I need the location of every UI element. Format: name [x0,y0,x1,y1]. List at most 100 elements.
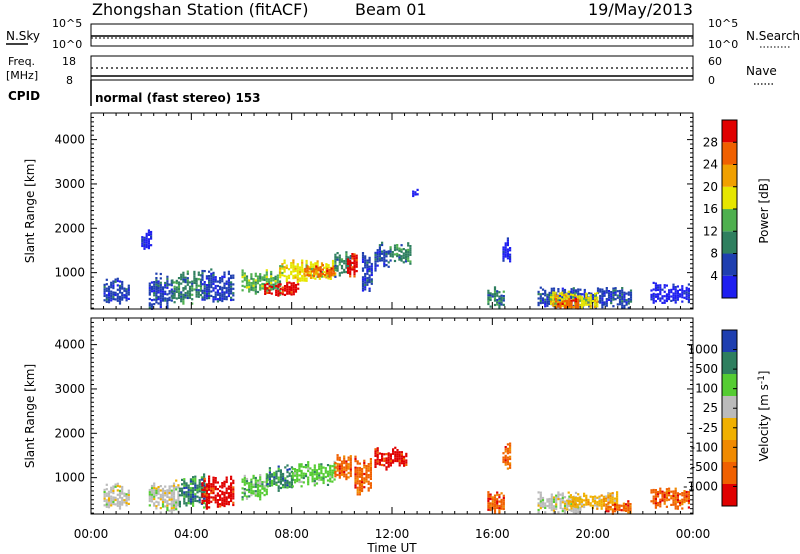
heatmap-cell [157,503,160,506]
heatmap-cell [347,465,350,468]
heatmap-cell [281,271,284,275]
heatmap-cell [225,502,228,506]
heatmap-cell [676,507,679,510]
heatmap-cell [338,256,341,259]
heatmap-cell [676,292,679,295]
heatmap-cell [205,288,208,291]
heatmap-cell [277,465,280,468]
heatmap-cell [199,285,203,288]
heatmap-cell [654,286,657,290]
heatmap-cell [498,297,501,300]
heatmap-cell [296,269,299,272]
heatmap-cell [355,261,358,264]
heatmap-cell [506,252,509,255]
heatmap-cell [279,287,282,290]
heatmap-cell [208,277,211,280]
heatmap-cell [385,468,388,471]
heatmap-cell [292,282,295,285]
heatmap-cell [612,287,615,290]
heatmap-cell [279,292,282,295]
heatmap-cell [279,469,282,472]
heatmap-cell [270,284,273,287]
heatmap-cell [141,240,144,243]
heatmap-cell [264,286,267,289]
heatmap-cell [214,276,217,279]
heatmap-cell [555,494,558,497]
heatmap-cell [509,449,512,452]
heatmap-cell [355,270,358,273]
heatmap-cell [180,278,183,281]
heatmap-cell [254,283,257,286]
heatmap-cell [286,283,289,286]
heatmap-cell [312,276,315,279]
heatmap-cell [580,300,583,303]
heatmap-cell [572,304,575,307]
heatmap-cell [368,274,371,277]
heatmap-cell [319,274,322,278]
heatmap-cell [127,494,130,497]
heatmap-cell [611,508,614,511]
heatmap-cell [175,508,178,511]
heatmap-cell [407,248,410,251]
heatmap-cell [155,283,158,286]
heatmap-cell [385,264,388,267]
heatmap-cell [504,246,507,249]
heatmap-cell [265,269,268,272]
heatmap-cell [241,478,244,481]
heatmap-cell [210,286,213,289]
heatmap-cell [568,298,571,301]
heatmap-cell [336,462,339,466]
heatmap-cell [232,283,235,286]
heatmap-cell [288,281,291,284]
heatmap-cell [185,482,188,485]
heatmap-cell [391,251,394,254]
heatmap-cell [391,255,394,258]
heatmap-cell [361,487,364,490]
heatmap-cell [159,290,162,293]
heatmap-cell [313,484,316,487]
heatmap-cell [541,297,545,300]
heatmap-cell [607,510,610,513]
colorbar-swatch [722,253,737,276]
heatmap-cell [292,284,295,287]
heatmap-cell [243,483,246,486]
heatmap-cell [652,502,655,505]
heatmap-cell [687,296,690,299]
heatmap-cell [245,497,249,500]
heatmap-cell [338,465,341,468]
heatmap-cell [358,482,361,485]
heatmap-cell [502,507,505,511]
heatmap-cell [188,281,192,284]
heatmap-cell [290,266,293,269]
heatmap-cell [580,296,583,299]
heatmap-cell [346,271,350,274]
heatmap-cell [265,493,268,496]
heatmap-cell [153,289,156,292]
heatmap-cell [232,276,235,279]
heatmap-cell [201,269,204,273]
heatmap-cell [216,505,219,508]
heatmap-cell [487,499,490,503]
heatmap-cell [378,259,381,262]
heatmap-cell [155,285,158,288]
heatmap-cell [159,511,162,514]
heatmap-cell [186,270,189,273]
heatmap-cell [121,490,124,493]
heatmap-cell [275,483,278,486]
heatmap-cell [509,253,512,256]
heatmap-cell [208,493,211,496]
heatmap-cell [150,489,154,492]
heatmap-cell [358,471,361,474]
heatmap-cell [159,496,162,499]
heatmap-cell [570,301,573,304]
heatmap-cell [225,476,228,479]
heatmap-cell [387,261,390,264]
heatmap-cell [509,455,512,458]
heatmap-cell [268,471,271,474]
heatmap-cell [254,485,257,488]
heatmap-cell [259,288,262,291]
heatmap-cell [574,294,577,297]
heatmap-cell [594,499,597,503]
